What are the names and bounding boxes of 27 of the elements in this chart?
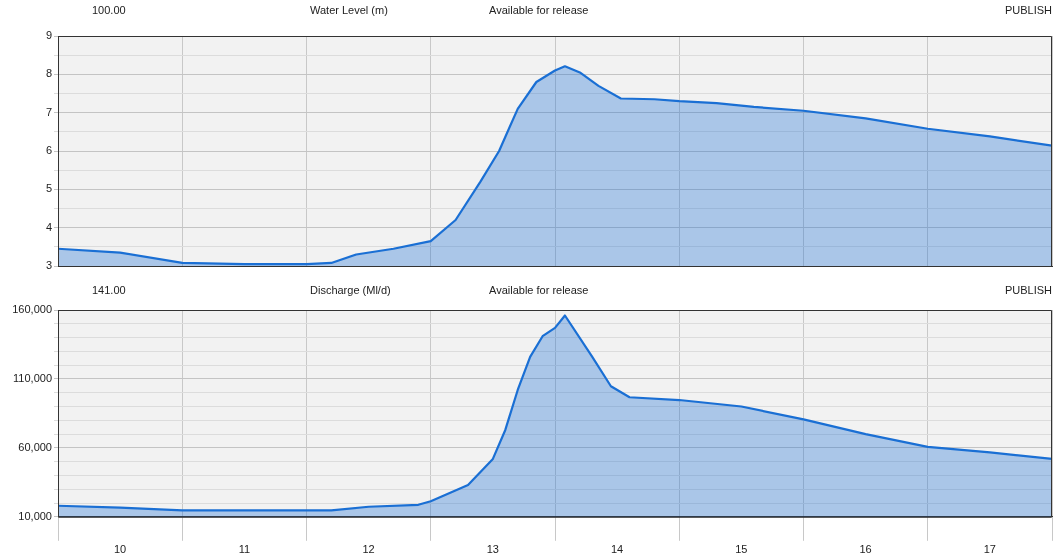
- chart-title: Water Level (m): [310, 4, 388, 16]
- x-tick-label: 14: [611, 543, 624, 556]
- text: 100.00: [92, 4, 126, 16]
- y-tick-label: 6: [45, 144, 52, 157]
- chart-title: Discharge (Ml/d): [310, 284, 391, 296]
- text: Available for release: [489, 4, 589, 16]
- x-tick-label: 11: [238, 543, 251, 556]
- x-tick-label: 16: [859, 543, 872, 556]
- x-tick-label: 10: [114, 543, 127, 556]
- y-tick-label: 4: [45, 220, 52, 233]
- y-tick-label: 8: [45, 67, 52, 80]
- text: Available for release: [489, 284, 589, 296]
- y-tick-label: 60,000: [18, 440, 52, 453]
- y-tick-label: 7: [45, 105, 52, 118]
- y-tick-label: 10,000: [18, 509, 52, 522]
- x-tick-label: 15: [735, 543, 748, 556]
- y-tick-label: 9: [45, 29, 52, 42]
- y-tick-label: 5: [45, 182, 52, 195]
- x-tick-label: 17: [983, 543, 996, 556]
- y-tick-label: 110,000: [13, 371, 52, 384]
- x-tick-label: 12: [362, 543, 375, 556]
- text: 141.00: [92, 284, 126, 296]
- text: PUBLISH: [1004, 284, 1052, 296]
- x-tick-label: 13: [486, 543, 499, 556]
- text: PUBLISH: [1004, 4, 1052, 16]
- y-tick-label: 3: [45, 259, 52, 272]
- y-tick-label: 160,000: [12, 303, 52, 316]
